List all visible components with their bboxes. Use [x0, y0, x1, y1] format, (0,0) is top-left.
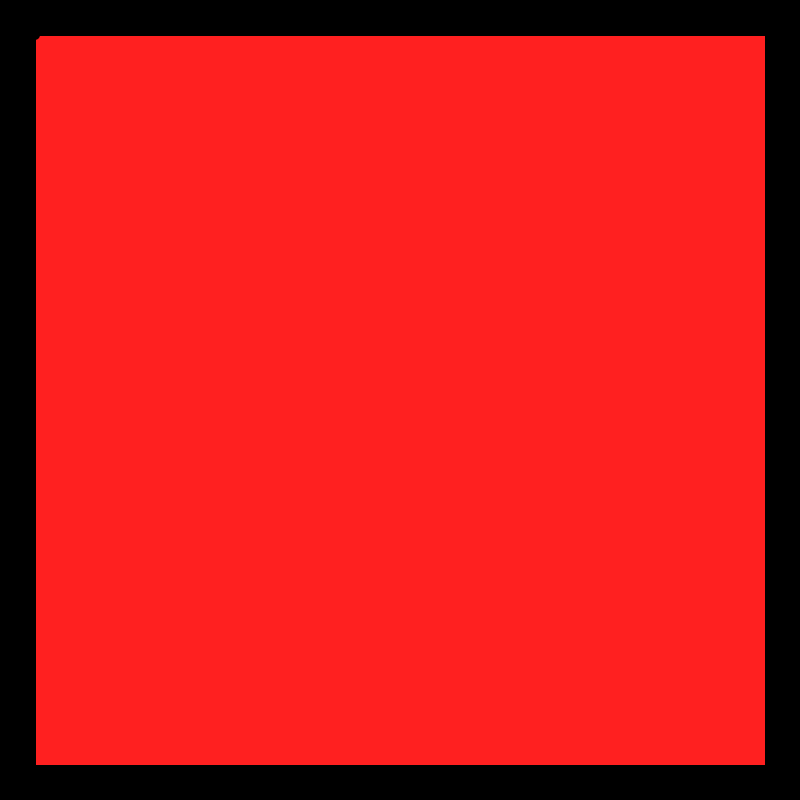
crosshair-horizontal-line [35, 35, 765, 36]
plot-area [35, 35, 765, 765]
crosshair-vertical-line [35, 35, 36, 765]
heatmap-canvas [35, 35, 765, 765]
figure-root [0, 0, 800, 800]
crosshair-point-marker [30, 30, 40, 40]
